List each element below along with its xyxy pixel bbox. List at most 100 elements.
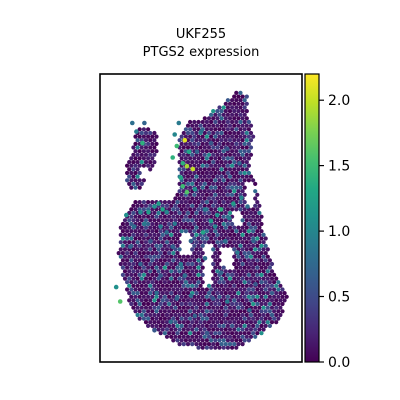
tissue-spot: [180, 331, 184, 335]
tissue-spot: [178, 277, 182, 281]
tissue-spot: [142, 317, 146, 321]
tissue-spot: [255, 222, 259, 226]
tissue-spot: [161, 255, 165, 259]
tissue-spot: [224, 269, 228, 273]
tissue-spot: [217, 280, 221, 284]
tissue-spot: [133, 280, 137, 284]
tissue-spot: [199, 153, 203, 157]
tissue-spot: [245, 247, 249, 251]
tissue-spot: [241, 124, 245, 128]
tissue-spot: [209, 309, 213, 313]
colorbar-tick-label: 1.5: [328, 159, 350, 175]
tissue-spot: [144, 145, 148, 149]
tissue-spot: [201, 193, 205, 197]
data-point: [154, 291, 159, 296]
tissue-spot: [241, 102, 245, 106]
tissue-spot: [213, 244, 217, 248]
tissue-spot: [222, 295, 226, 299]
tissue-spot: [140, 145, 144, 149]
tissue-spot: [169, 262, 173, 266]
tissue-spot: [167, 222, 171, 226]
data-point: [225, 299, 230, 304]
tissue-spot: [188, 317, 192, 321]
tissue-spot: [251, 266, 255, 270]
tissue-spot: [255, 295, 259, 299]
tissue-spot: [232, 277, 236, 281]
tissue-spot: [230, 113, 234, 117]
tissue-spot: [215, 145, 219, 149]
tissue-spot: [213, 251, 217, 255]
tissue-spot: [245, 167, 249, 171]
tissue-spot: [138, 236, 142, 240]
tissue-spot: [238, 135, 242, 139]
tissue-spot: [138, 287, 142, 291]
tissue-spot: [167, 258, 171, 262]
tissue-spot: [203, 145, 207, 149]
tissue-spot: [268, 280, 272, 284]
tissue-spot: [199, 138, 203, 142]
tissue-spot: [217, 186, 221, 190]
tissue-spot: [241, 109, 245, 113]
tissue-spot: [245, 109, 249, 113]
tissue-spot: [142, 149, 146, 153]
tissue-spot: [264, 273, 268, 277]
tissue-spot: [230, 207, 234, 211]
tissue-spot: [186, 255, 190, 259]
tissue-spot: [234, 91, 238, 95]
tissue-spot: [268, 258, 272, 262]
tissue-spot: [259, 302, 263, 306]
tissue-spot: [192, 120, 196, 124]
tissue-spot: [148, 233, 152, 237]
tissue-spot: [171, 266, 175, 270]
tissue-spot: [243, 236, 247, 240]
tissue-spot: [150, 222, 154, 226]
tissue-spot: [228, 233, 232, 237]
tissue-spot: [194, 204, 198, 208]
tissue-spot: [161, 306, 165, 310]
tissue-spot: [234, 207, 238, 211]
tissue-spot: [224, 204, 228, 208]
tissue-spot: [241, 131, 245, 135]
tissue-spot: [251, 215, 255, 219]
tissue-spot: [175, 236, 179, 240]
tissue-spot: [236, 291, 240, 295]
tissue-spot: [209, 178, 213, 182]
tissue-spot: [215, 320, 219, 324]
tissue-spot: [283, 291, 287, 295]
tissue-spot: [266, 255, 270, 259]
tissue-spot: [180, 295, 184, 299]
tissue-spot: [228, 175, 232, 179]
tissue-spot: [215, 116, 219, 120]
tissue-spot: [243, 273, 247, 277]
tissue-spot: [226, 186, 230, 190]
tissue-spot: [217, 135, 221, 139]
tissue-spot: [209, 186, 213, 190]
tissue-spot: [161, 247, 165, 251]
tissue-spot: [222, 186, 226, 190]
tissue-spot: [142, 164, 146, 168]
tissue-spot: [213, 164, 217, 168]
tissue-spot: [234, 135, 238, 139]
tissue-spot: [178, 233, 182, 237]
tissue-spot: [175, 200, 179, 204]
tissue-spot: [257, 284, 261, 288]
tissue-spot: [154, 149, 158, 153]
tissue-spot: [247, 338, 251, 342]
tissue-spot: [171, 258, 175, 262]
tissue-spot: [241, 145, 245, 149]
tissue-spot: [131, 262, 135, 266]
tissue-spot: [157, 298, 161, 302]
tissue-spot: [220, 277, 224, 281]
tissue-spot: [136, 153, 140, 157]
tissue-spot: [201, 302, 205, 306]
tissue-spot: [186, 277, 190, 281]
tissue-spot: [245, 226, 249, 230]
tissue-spot: [247, 215, 251, 219]
tissue-spot: [180, 324, 184, 328]
tissue-spot: [190, 269, 194, 273]
tissue-spot: [266, 313, 270, 317]
tissue-spot: [211, 335, 215, 339]
tissue-spot: [133, 207, 137, 211]
tissue-spot: [224, 189, 228, 193]
tissue-spot: [241, 247, 245, 251]
